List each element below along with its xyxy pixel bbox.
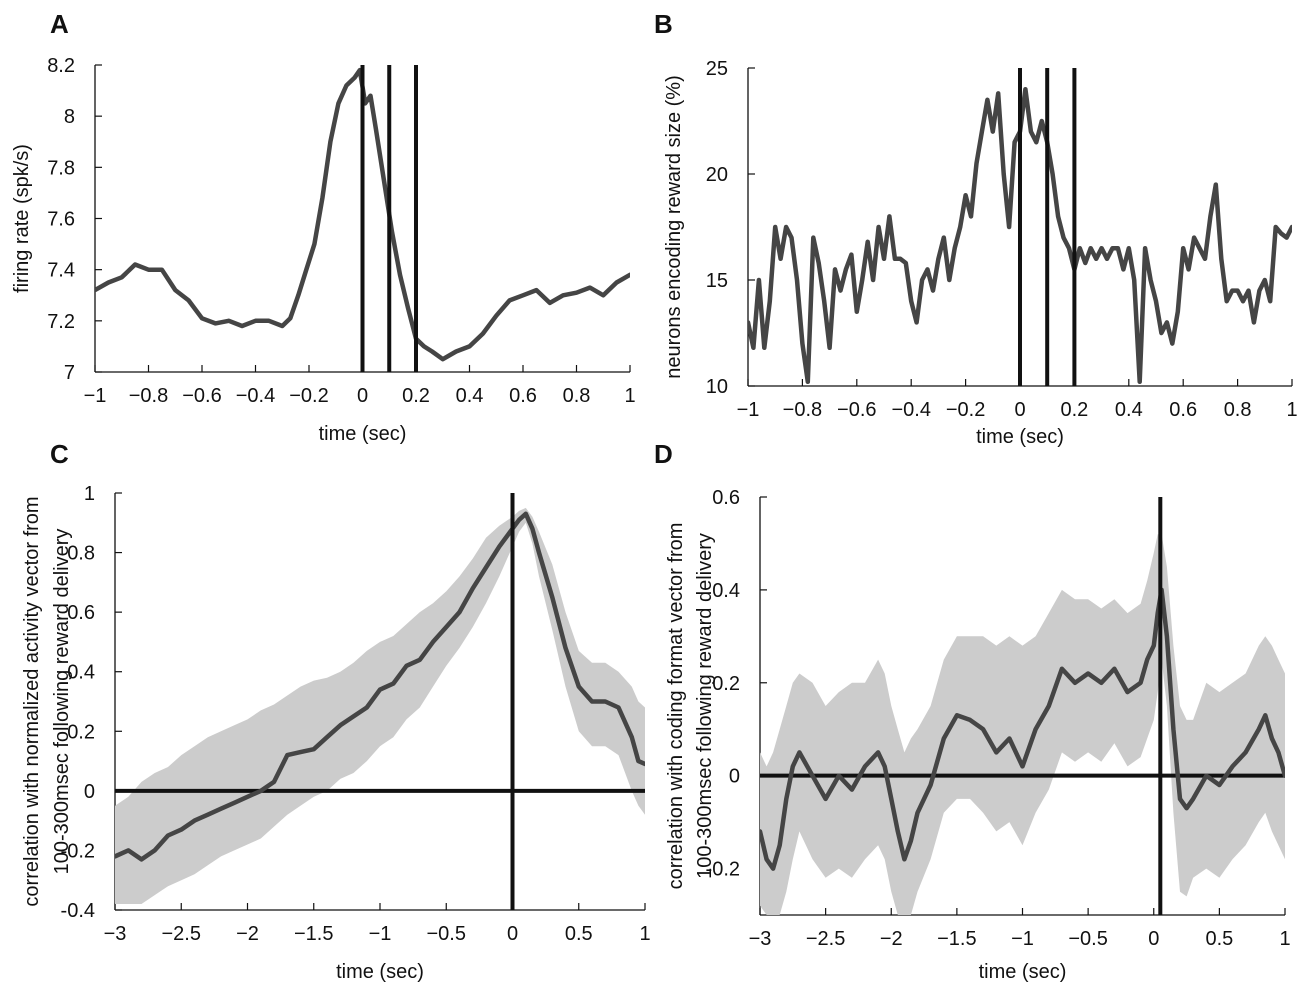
x-tick-label: −0.4 — [891, 399, 930, 421]
y-tick-label: 0 — [729, 766, 740, 788]
plot-area — [748, 68, 1292, 386]
y-tick-label: 7.6 — [47, 209, 75, 231]
panel-c: C −3 −2.5 −2 −1.5 −1 −0.5 0 0.5 1 -0.4 -0.2 0 0.2 0.4… — [21, 439, 651, 983]
panel-b-plot: −1 −0.8 −0.6 −0.4 −0.2 0 0.2 0.4 0.6 0.8 1 10 15 20 25… — [663, 58, 1298, 448]
x-tick-label: −0.8 — [783, 399, 822, 421]
panel-letter-b: B — [654, 9, 673, 39]
x-tick-label: 0.6 — [509, 385, 537, 407]
x-tick-label: −0.5 — [427, 923, 466, 945]
x-tick-label: −0.2 — [289, 385, 328, 407]
y-tick-label: 1 — [84, 483, 95, 505]
y-tick-label: -0.4 — [61, 900, 95, 922]
x-tick-label: −0.8 — [129, 385, 168, 407]
x-tick-label: −2.5 — [162, 923, 201, 945]
x-tick-label: 0 — [1014, 399, 1025, 421]
y-axis-label: firing rate (spk/s) — [11, 144, 33, 293]
confidence-band — [760, 534, 1285, 915]
y-tick-label: 0.8 — [67, 543, 95, 565]
y-axis-label-line: correlation with coding format vector fr… — [665, 523, 687, 890]
x-tick-label: −3 — [104, 923, 127, 945]
x-tick-label: 1 — [1279, 928, 1290, 950]
confidence-band — [115, 507, 645, 904]
panel-a: A −1 −0.8 −0.6 −0.4 −0.2 0 0.2 0.4 0.6 0.8 1 7 7.2 7.… — [11, 9, 636, 445]
x-tick-label: 0.8 — [563, 385, 591, 407]
x-tick-label: −0.5 — [1068, 928, 1107, 950]
y-tick-label: 7 — [64, 362, 75, 384]
x-tick-label: 0.6 — [1169, 399, 1197, 421]
x-tick-label: 0.4 — [1115, 399, 1143, 421]
panel-letter-a: A — [50, 9, 69, 39]
x-tick-label: 0 — [507, 923, 518, 945]
y-tick-label: 7.2 — [47, 311, 75, 333]
x-tick-label: 0.2 — [1060, 399, 1088, 421]
data-line — [760, 587, 1285, 871]
y-tick-label: 8.2 — [47, 55, 75, 77]
x-tick-label: −2 — [236, 923, 259, 945]
x-axis-label: time (sec) — [979, 961, 1067, 983]
plot-area — [95, 65, 630, 372]
y-tick-label: -0.2 — [61, 840, 95, 862]
y-tick-label: 15 — [706, 270, 728, 292]
y-tick-label: 0.6 — [712, 487, 740, 509]
y-tick-label: 0.4 — [67, 662, 95, 684]
x-tick-label: 0 — [1148, 928, 1159, 950]
y-tick-label: 8 — [64, 106, 75, 128]
y-tick-label: 0 — [84, 781, 95, 803]
panel-d: D −3 −2.5 −2 −1.5 −1 −0.5 0 0.5 1 -0.2 0 0.2 0.4 0.6 t… — [654, 439, 1291, 983]
x-tick-label: 0.8 — [1224, 399, 1252, 421]
x-tick-label: −2 — [880, 928, 903, 950]
y-axis-label-line: 100-300msec following reward delivery — [51, 529, 73, 875]
y-tick-label: 7.4 — [47, 260, 75, 282]
y-axis-label-line: 100-300msec following reward delivery — [694, 533, 716, 879]
x-tick-label: 0.2 — [402, 385, 430, 407]
y-tick-label: 20 — [706, 164, 728, 186]
x-tick-label: −1 — [1011, 928, 1034, 950]
x-tick-label: −0.6 — [837, 399, 876, 421]
x-tick-label: −1 — [369, 923, 392, 945]
y-axis-label-line: correlation with normalized activity vec… — [21, 496, 43, 906]
panel-a-plot: −1 −0.8 −0.6 −0.4 −0.2 0 0.2 0.4 0.6 0.8 1 7 7.2 7.4 7… — [11, 55, 636, 445]
x-tick-label: −2.5 — [806, 928, 845, 950]
x-tick-label: −3 — [749, 928, 772, 950]
x-tick-label: −0.4 — [236, 385, 275, 407]
x-tick-label: 0 — [357, 385, 368, 407]
x-tick-label: 0.5 — [1205, 928, 1233, 950]
x-tick-label: 1 — [639, 923, 650, 945]
panel-letter-d: D — [654, 439, 673, 469]
y-tick-label: 0.2 — [67, 721, 95, 743]
x-axis-label: time (sec) — [976, 426, 1064, 448]
y-tick-label: -0.2 — [706, 859, 740, 881]
panel-c-plot: −3 −2.5 −2 −1.5 −1 −0.5 0 0.5 1 -0.4 -0.2 0 0.2 0.4 0.… — [21, 483, 651, 983]
panel-d-plot: −3 −2.5 −2 −1.5 −1 −0.5 0 0.5 1 -0.2 0 0.2 0.4 0.6 tim… — [665, 487, 1291, 983]
y-tick-label: 0.4 — [712, 580, 740, 602]
x-axis-label: time (sec) — [336, 961, 424, 983]
x-tick-label: −1.5 — [294, 923, 333, 945]
x-tick-label: −1 — [737, 399, 760, 421]
x-tick-label: 1 — [624, 385, 635, 407]
y-tick-label: 10 — [706, 376, 728, 398]
plot-area — [760, 497, 1285, 915]
panel-letter-c: C — [50, 439, 69, 469]
x-tick-label: 0.4 — [456, 385, 484, 407]
x-tick-label: −0.2 — [946, 399, 985, 421]
x-tick-label: 0.5 — [565, 923, 593, 945]
y-tick-label: 25 — [706, 58, 728, 80]
plot-area — [115, 493, 645, 910]
x-tick-label: −1.5 — [937, 928, 976, 950]
x-axis-label: time (sec) — [319, 423, 407, 445]
y-tick-label: 7.8 — [47, 157, 75, 179]
x-tick-label: −1 — [84, 385, 107, 407]
x-tick-label: −0.6 — [182, 385, 221, 407]
y-tick-label: 0.2 — [712, 673, 740, 695]
x-tick-label: 1 — [1286, 399, 1297, 421]
y-tick-label: 0.6 — [67, 602, 95, 624]
panel-b: B −1 −0.8 −0.6 −0.4 −0.2 0 0.2 0.4 0.6 0.8 1 10 15 20… — [654, 9, 1298, 448]
y-axis-label: neurons encoding reward size (%) — [663, 75, 685, 379]
data-line — [115, 511, 645, 862]
